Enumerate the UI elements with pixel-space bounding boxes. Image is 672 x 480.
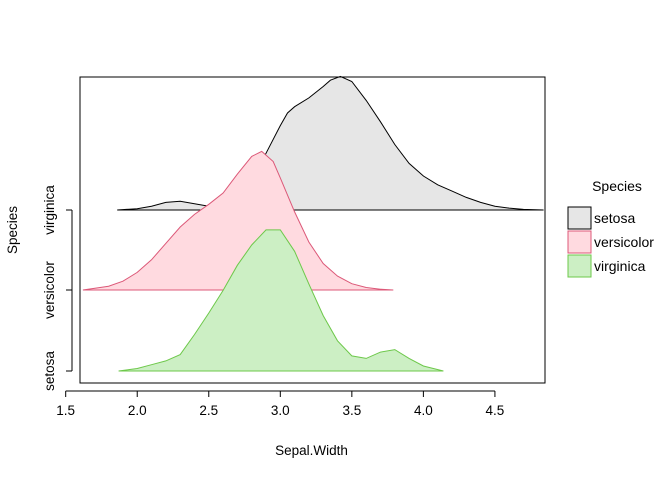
x-tick-label: 4.0 [414,403,433,418]
y-axis: setosa versicolor virginica [42,185,73,391]
legend-swatch-versicolor [567,230,592,254]
x-axis-title: Sepal.Width [275,443,348,458]
x-axis: 1.5 2.0 2.5 3.0 3.5 4.0 4.5 [56,390,505,418]
legend-label-virginica: virginica [594,258,646,274]
x-tick-label: 1.5 [56,403,75,418]
y-tick-label-virginica: virginica [42,185,57,235]
legend-swatch-virginica [567,254,592,278]
plot-frame [79,76,546,384]
y-tick-label-setosa: setosa [42,351,57,391]
x-tick-label: 3.0 [271,403,290,418]
legend-label-setosa: setosa [594,210,635,226]
density-ridges [82,75,544,372]
ridge-setosa [117,75,544,211]
x-tick-label: 3.5 [342,403,361,418]
legend: Species setosa versicolor virginica [567,178,654,278]
legend-swatch-setosa [567,206,592,230]
ridge-versicolor [82,150,394,291]
ridge-virginica [118,229,444,372]
legend-label-versicolor: versicolor [594,234,654,250]
x-tick-label: 2.5 [199,403,218,418]
y-tick-label-versicolor: versicolor [42,261,57,319]
legend-title: Species [592,178,642,194]
x-tick-label: 2.0 [128,403,147,418]
x-tick-label: 4.5 [486,403,505,418]
y-axis-title: Species [5,206,20,254]
